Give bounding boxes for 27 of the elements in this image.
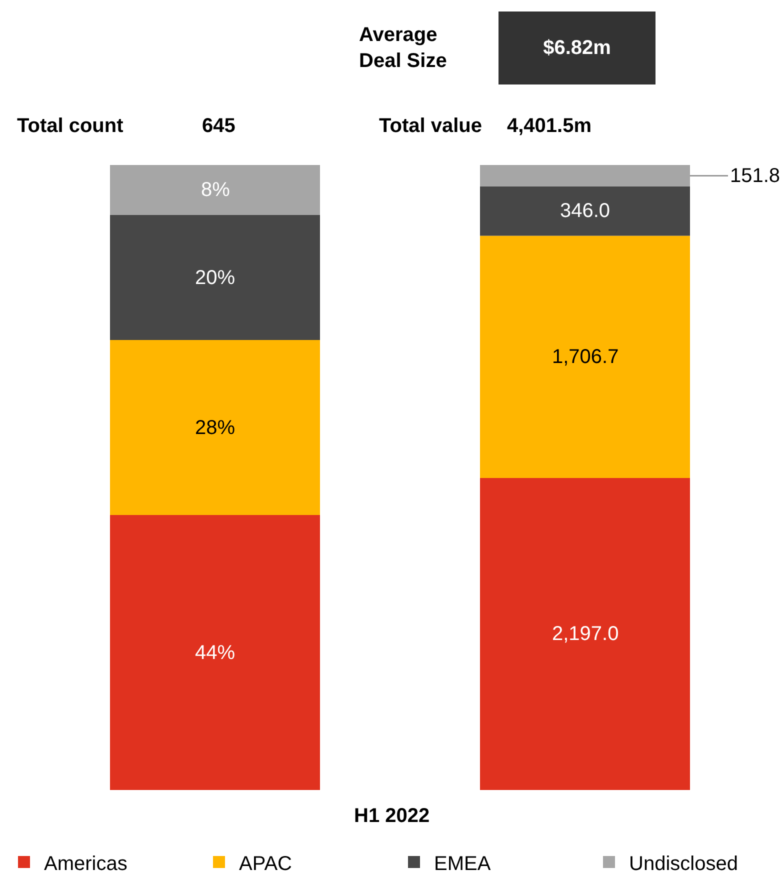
text: 645 xyxy=(202,115,236,137)
text: $6.82m xyxy=(543,37,611,59)
data-label: 44% xyxy=(195,642,236,664)
data-label: 20% xyxy=(195,267,236,289)
data-label: 346.0 xyxy=(560,200,610,222)
bar xyxy=(110,215,320,340)
data-label: 2,197.0 xyxy=(552,623,619,645)
legend-label: EMEA xyxy=(434,852,492,875)
text: 4,401.5m xyxy=(507,115,592,137)
legend-label: Americas xyxy=(44,852,128,875)
bar xyxy=(110,340,320,515)
text: H1 2022 xyxy=(354,805,430,827)
data-label: 1,706.7 xyxy=(552,346,619,368)
bar xyxy=(480,165,690,187)
data-label: 151.8 xyxy=(730,165,780,187)
bar xyxy=(110,515,320,790)
bar xyxy=(480,478,690,790)
legend-label: APAC xyxy=(239,852,292,875)
text: Total value xyxy=(379,115,482,137)
text: Average Deal Size xyxy=(359,24,447,72)
data-label: 8% xyxy=(201,179,230,201)
legend-label: Undisclosed xyxy=(629,852,738,875)
bar xyxy=(480,236,690,478)
data-label: 28% xyxy=(195,417,236,439)
text: Total count xyxy=(17,115,124,137)
bar xyxy=(480,186,690,236)
bar xyxy=(110,165,320,215)
